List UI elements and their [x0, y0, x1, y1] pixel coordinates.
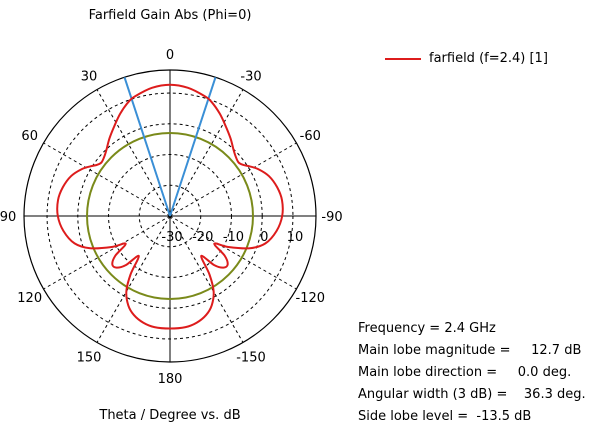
angle-tick-label: -60: [300, 129, 321, 144]
grid-spoke: [97, 90, 170, 216]
angle-tick-label: 90: [0, 210, 16, 225]
angle-tick-label: 120: [17, 291, 42, 306]
angle-tick-label: -150: [236, 350, 266, 365]
frequency-text: Frequency = 2.4 GHz: [358, 318, 586, 340]
x-axis-label: Theta / Degree vs. dB: [0, 408, 340, 423]
grid-spoke: [170, 216, 296, 289]
radial-tick-label: -20: [192, 230, 213, 245]
angle-tick-label: -30: [240, 70, 261, 85]
grid-spoke: [44, 143, 170, 216]
legend-label: farfield (f=2.4) [1]: [429, 51, 548, 66]
angle-tick-label: 60: [21, 129, 38, 144]
grid-spoke: [97, 216, 170, 342]
angle-tick-label: 150: [77, 350, 102, 365]
angle-tick-label: -120: [296, 291, 326, 306]
grid-spoke: [170, 143, 296, 216]
angle-tick-label: 0: [166, 48, 174, 63]
radial-tick-label: -30: [161, 230, 182, 245]
main-lobe-magnitude-text: Main lobe magnitude = 12.7 dB: [358, 340, 586, 362]
info-panel: Frequency = 2.4 GHz Main lobe magnitude …: [358, 318, 586, 428]
main-lobe-direction-text: Main lobe direction = 0.0 deg.: [358, 362, 586, 384]
legend-swatch: [385, 58, 421, 60]
grid-spoke: [44, 216, 170, 289]
angle-tick-label: 180: [158, 372, 183, 387]
legend[interactable]: farfield (f=2.4) [1]: [385, 51, 548, 66]
side-lobe-level-text: Side lobe level = -13.5 dB: [358, 406, 586, 428]
angle-tick-label: 30: [81, 70, 98, 85]
grid-spoke: [170, 90, 243, 216]
angle-tick-label: -90: [321, 210, 342, 225]
angular-width-text: Angular width (3 dB) = 36.3 deg.: [358, 384, 586, 406]
radial-tick-label: 10: [287, 230, 304, 245]
radial-tick-label: -10: [223, 230, 244, 245]
radial-tick-label: 0: [260, 230, 268, 245]
